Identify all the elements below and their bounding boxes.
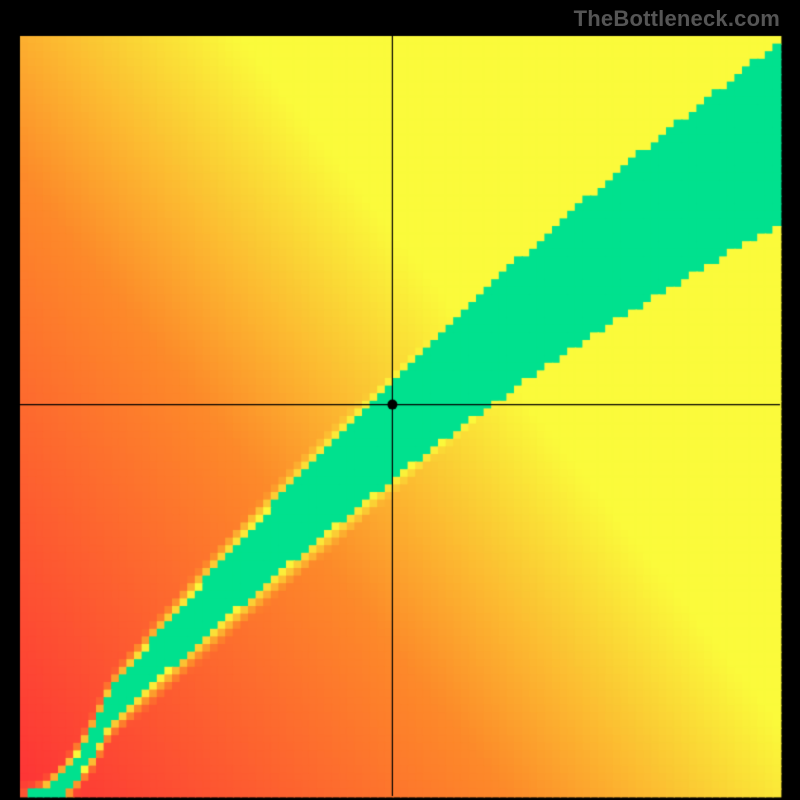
bottleneck-heatmap <box>0 0 800 800</box>
watermark-text: TheBottleneck.com <box>574 6 780 32</box>
